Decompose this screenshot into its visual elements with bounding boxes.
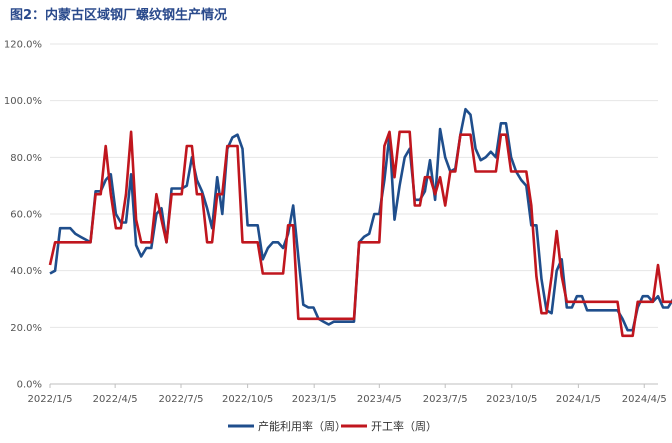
chart-grid — [50, 43, 658, 385]
y-tick-label: 80.0% — [10, 153, 42, 164]
chart-lines — [48, 107, 672, 338]
series-line-1 — [48, 130, 672, 338]
chart-legend: 产能利用率（周） 开工率（周） — [228, 419, 437, 433]
y-tick-label: 20.0% — [10, 323, 42, 334]
x-tick-label: 2022/10/5 — [222, 394, 273, 405]
y-tick-label: 100.0% — [4, 96, 42, 107]
y-tick-label: 120.0% — [4, 40, 42, 51]
x-tick-label: 2022/7/5 — [159, 394, 204, 405]
x-axis: 2022/1/5 2022/4/5 2022/7/5 2022/10/5 2023/1/… — [28, 384, 667, 405]
x-tick-label: 2023/1/5 — [292, 394, 337, 405]
chart-title: 图2：内蒙古区域钢厂螺纹钢生产情况 — [10, 8, 228, 23]
x-tick-label: 2023/7/5 — [423, 394, 468, 405]
y-tick-label: 60.0% — [10, 210, 42, 221]
x-tick-label: 2022/4/5 — [93, 394, 138, 405]
x-tick-label: 2022/1/5 — [28, 394, 73, 405]
x-tick-label: 2024/1/5 — [556, 394, 601, 405]
y-tick-label: 0.0% — [17, 380, 42, 391]
y-tick-label: 40.0% — [10, 266, 42, 277]
legend-label: 产能利用率（周） — [258, 419, 346, 433]
series-line-0 — [49, 107, 672, 332]
y-axis: 0.0% 20.0% 40.0% 60.0% 80.0% 100.0% 120.0% — [4, 40, 42, 391]
x-tick-label: 2024/4/5 — [622, 394, 667, 405]
x-tick-label: 2023/4/5 — [357, 394, 402, 405]
x-tick-label: 2023/10/5 — [486, 394, 537, 405]
legend-label: 开工率（周） — [371, 419, 437, 433]
